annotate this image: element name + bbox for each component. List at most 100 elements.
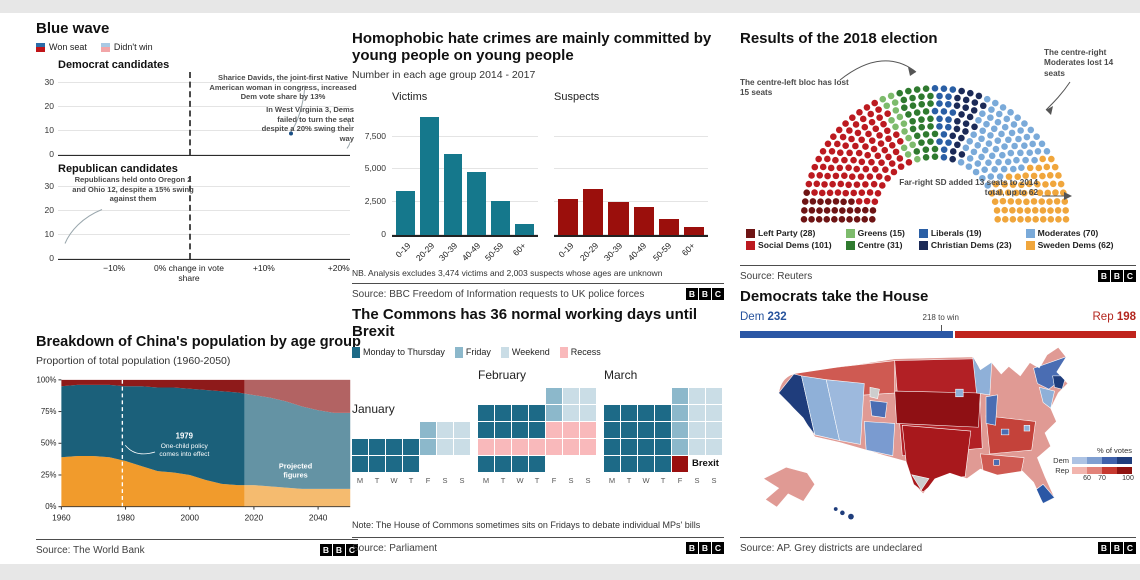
party-swatch — [845, 240, 855, 250]
seat-dot — [1004, 158, 1012, 166]
seat-dot — [1039, 172, 1046, 180]
panel-subtitle: Proportion of total population (1960-205… — [36, 354, 231, 367]
seat-bar — [740, 331, 1136, 339]
calendar-legend-item: Monday to Thursday — [352, 346, 445, 358]
annotation-republicans-held: Republicans held onto Oregon 2 and Ohio … — [72, 175, 194, 204]
calendar-cell-wknd — [706, 421, 722, 438]
seat-dot — [992, 180, 1000, 188]
seat-dot — [868, 118, 876, 126]
seat-dot — [927, 138, 934, 145]
legend-label: Monday to Thursday — [363, 347, 445, 357]
bbc-logo-letter: C — [712, 542, 724, 554]
day-letter: M — [608, 475, 616, 485]
calendar-week — [478, 404, 596, 421]
party-legend-item: Left Party (28) — [746, 228, 832, 238]
x-tick-label: +10% — [252, 263, 275, 274]
seat-dot — [826, 189, 834, 197]
seat-dot — [1030, 198, 1038, 205]
seat-dot — [1007, 109, 1014, 116]
panel-hate-crimes: Homophobic hate crimes are mainly commit… — [352, 30, 724, 300]
seat-dot — [858, 158, 866, 166]
calendar-cell-sit — [621, 438, 637, 455]
bbc-logo-letter: C — [1124, 270, 1136, 282]
party-swatch — [918, 228, 928, 238]
seat-dot — [995, 158, 1002, 166]
seat-dot — [958, 111, 965, 118]
seat-dot — [836, 149, 844, 156]
seat-dot — [1039, 207, 1047, 214]
y-tick-label: 0 — [49, 149, 54, 160]
seat-dot — [815, 155, 822, 163]
seat-dot — [863, 197, 871, 205]
day-letter: T — [660, 475, 666, 485]
party-swatch — [746, 240, 755, 250]
calendar-cell-recess — [580, 421, 596, 438]
seat-dot — [842, 142, 849, 149]
bbc-logo-letter: B — [1098, 270, 1110, 282]
seat-dot — [854, 206, 861, 214]
calendar-week — [604, 387, 722, 404]
party-legend-item: Greens (15) — [845, 228, 905, 238]
scale-cell — [1117, 457, 1132, 464]
seat-dot — [1027, 126, 1035, 134]
y-tick-label: 100% — [37, 375, 57, 384]
map-legend-title: % of votes — [1096, 446, 1132, 455]
seat-dot — [1012, 189, 1020, 197]
seat-dot — [1051, 163, 1059, 171]
seat-dot — [981, 166, 988, 173]
seat-dot — [995, 110, 1003, 118]
seat-dot — [871, 198, 879, 205]
seat-dot — [940, 85, 948, 92]
source-text: Source: The World Bank — [36, 544, 145, 556]
seat-dot — [888, 142, 896, 149]
calendar-month: March Brexit M T W T F S S — [604, 368, 722, 485]
seat-dot — [861, 123, 869, 131]
panel-2018-election: Results of the 2018 election The centre-… — [740, 30, 1136, 282]
seat-dot — [957, 159, 965, 166]
calendar-week — [478, 438, 596, 455]
category-label: 60+ — [510, 239, 529, 258]
day-letter: W — [642, 475, 650, 485]
calendar-cell-wknd — [706, 387, 722, 404]
calendar-cell-wknd — [454, 421, 470, 438]
calendar-cell-wknd — [689, 387, 705, 404]
projected-label: Projected — [279, 461, 312, 470]
seat-dot — [949, 86, 957, 93]
seat-dot — [859, 115, 867, 123]
seat-dot — [824, 172, 831, 180]
bbc-logo-letter: B — [686, 542, 698, 554]
seat-dot — [909, 141, 916, 149]
party-swatch — [918, 240, 928, 250]
seat-dot — [994, 118, 1002, 126]
gridline — [392, 200, 538, 202]
y-tick-label: 50% — [41, 438, 57, 447]
calendar-cell-sit — [655, 421, 671, 438]
brexit-label: Brexit — [692, 458, 719, 469]
seat-dot — [1017, 216, 1024, 223]
seat-dot — [1029, 140, 1036, 148]
seat-dot — [868, 137, 876, 144]
day-letter: T — [534, 475, 540, 485]
democrat-plot: 0 10 20 30 — [45, 72, 350, 159]
seat-dot — [979, 110, 986, 117]
source-text: Source: BBC Freedom of Information reque… — [352, 288, 645, 300]
rep-scale-row: Rep — [1053, 466, 1132, 475]
seat-dot — [905, 159, 913, 166]
day-letter: M — [356, 475, 364, 485]
seat-dot — [940, 146, 948, 153]
x-tick-label: 2040 — [309, 512, 328, 522]
seat-dot — [931, 107, 939, 115]
bars — [558, 111, 705, 235]
seat-dot — [1018, 164, 1025, 172]
seat-dot — [1001, 123, 1009, 131]
day-letter: T — [374, 475, 380, 485]
seat-dot — [970, 148, 978, 156]
seat-dot — [876, 114, 883, 121]
seat-dot — [983, 120, 990, 128]
calendar-cell-wknd — [689, 421, 705, 438]
seat-dot — [885, 135, 892, 143]
seat-dot — [1053, 198, 1061, 205]
seat-dot — [1034, 180, 1041, 188]
seat-dot — [876, 132, 883, 139]
category-label: 30-39 — [436, 239, 460, 263]
